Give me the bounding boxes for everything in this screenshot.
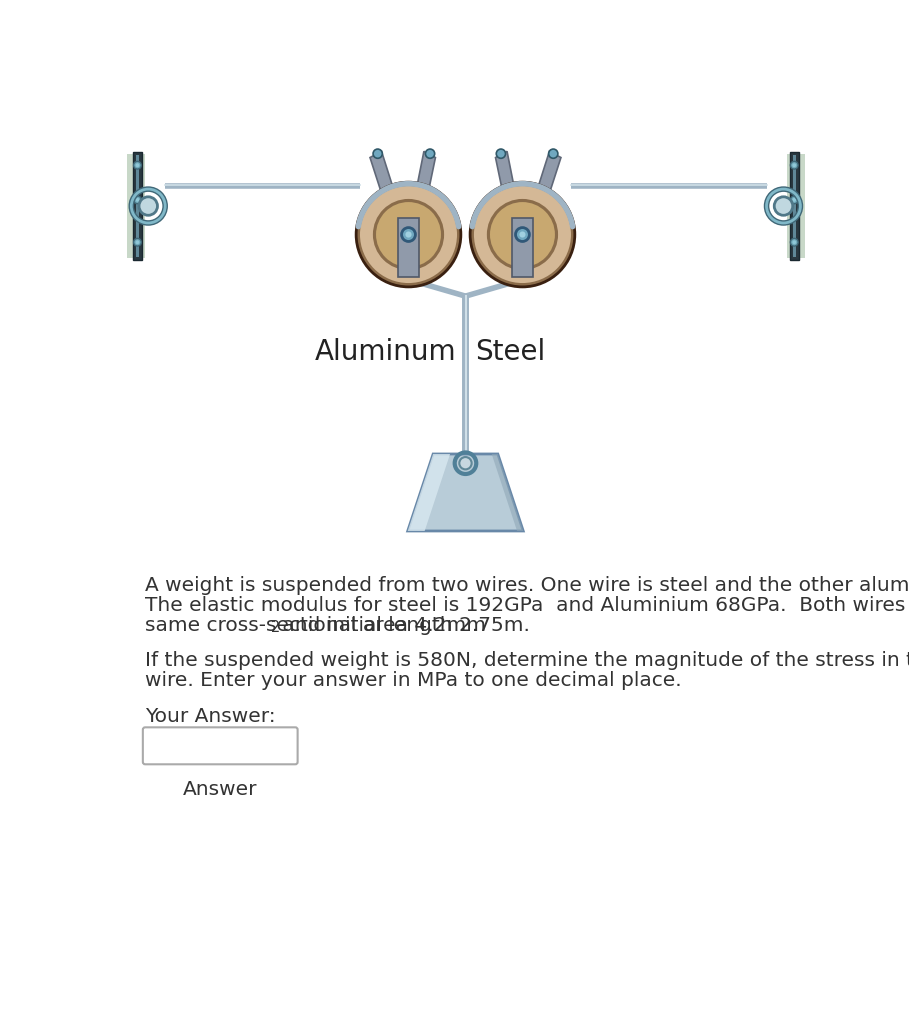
Polygon shape (793, 156, 795, 257)
Circle shape (793, 241, 796, 244)
Polygon shape (136, 156, 139, 257)
Text: wire. Enter your answer in MPa to one decimal place.: wire. Enter your answer in MPa to one de… (145, 671, 682, 690)
Polygon shape (495, 152, 526, 258)
Circle shape (774, 197, 793, 215)
Circle shape (549, 150, 558, 159)
Circle shape (135, 241, 139, 244)
Circle shape (376, 202, 441, 267)
Circle shape (793, 198, 796, 202)
Circle shape (519, 231, 525, 238)
Circle shape (402, 227, 415, 242)
Circle shape (793, 163, 796, 167)
Polygon shape (790, 153, 799, 260)
Circle shape (459, 457, 472, 469)
Circle shape (490, 202, 554, 267)
Text: Your Answer:: Your Answer: (145, 707, 275, 726)
Circle shape (134, 196, 141, 204)
Circle shape (474, 186, 571, 283)
Polygon shape (492, 454, 524, 531)
Text: Answer: Answer (183, 780, 257, 800)
Circle shape (791, 239, 798, 246)
Text: If the suspended weight is 580N, determine the magnitude of the stress in the st: If the suspended weight is 580N, determi… (145, 651, 909, 670)
Polygon shape (405, 152, 435, 258)
Text: A weight is suspended from two wires. One wire is steel and the other aluminium.: A weight is suspended from two wires. On… (145, 575, 909, 595)
Text: 2: 2 (271, 621, 280, 635)
Circle shape (134, 162, 141, 169)
Circle shape (356, 182, 461, 287)
Circle shape (360, 186, 457, 283)
Polygon shape (408, 454, 450, 531)
Polygon shape (398, 217, 419, 276)
Polygon shape (519, 152, 561, 258)
Polygon shape (370, 152, 413, 258)
Text: same cross-sectional area 4.2mm: same cross-sectional area 4.2mm (145, 615, 486, 635)
Circle shape (496, 150, 505, 159)
Circle shape (373, 150, 383, 159)
Circle shape (373, 199, 445, 270)
Circle shape (515, 227, 529, 242)
Text: Steel: Steel (474, 338, 545, 367)
Circle shape (791, 196, 798, 204)
Circle shape (487, 199, 558, 270)
Circle shape (425, 150, 435, 159)
Text: The elastic modulus for steel is 192GPa  and Aluminium 68GPa.  Both wires have t: The elastic modulus for steel is 192GPa … (145, 596, 909, 614)
Circle shape (515, 227, 530, 242)
FancyBboxPatch shape (143, 727, 297, 764)
Circle shape (401, 227, 415, 242)
Circle shape (139, 197, 157, 215)
Circle shape (135, 163, 139, 167)
Circle shape (134, 239, 141, 246)
Circle shape (791, 162, 798, 169)
Text: Aluminum: Aluminum (315, 338, 456, 367)
Polygon shape (408, 454, 524, 531)
Circle shape (135, 198, 139, 202)
Polygon shape (133, 153, 142, 260)
Polygon shape (126, 154, 145, 258)
Circle shape (405, 231, 412, 238)
Polygon shape (786, 154, 805, 258)
Text: and initial length 2.75m.: and initial length 2.75m. (275, 615, 530, 635)
Polygon shape (512, 217, 534, 276)
Circle shape (470, 182, 574, 287)
